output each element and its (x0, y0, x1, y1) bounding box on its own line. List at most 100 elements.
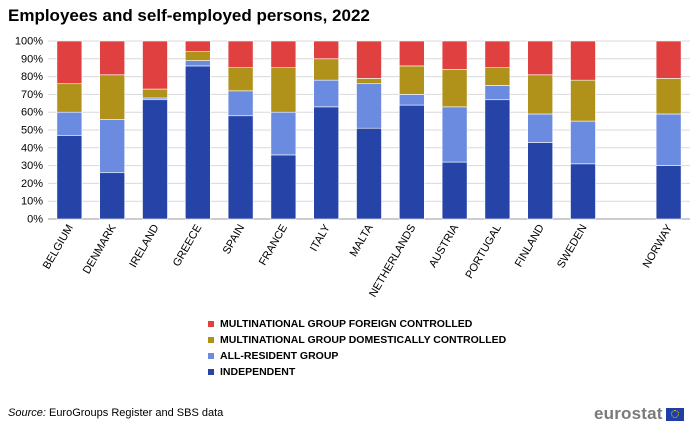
source-text: EuroGroups Register and SBS data (45, 407, 224, 419)
legend-swatch (208, 353, 214, 359)
legend-label: INDEPENDENT (220, 366, 296, 378)
x-tick-label: IRELAND (127, 222, 161, 269)
bar-segment (441, 40, 468, 70)
bar-segment (356, 78, 382, 85)
bar-segment (484, 67, 511, 86)
bar-segment (270, 67, 297, 113)
bar-segment (227, 40, 254, 69)
bar-segment (313, 40, 340, 60)
bar-segment (56, 135, 83, 220)
y-tick-label: 100% (15, 36, 43, 48)
bar-segment (185, 60, 211, 67)
x-axis-ticks: BELGIUM DENMARK IRELAND GREECE SPAIN FRANCE IT… (41, 222, 676, 300)
y-tick-label: 60% (21, 107, 43, 119)
bar-segment (185, 40, 211, 52)
legend-label: MULTINATIONAL GROUP DOMESTICALLY CONTROL… (220, 334, 507, 346)
bar-segment (99, 74, 125, 120)
stacked-bar-chart: 0% 10% 20% 30% 40% 50% 60% 70% 80% 90% 100% BELGIU… (15, 36, 690, 300)
bar-segment (441, 106, 468, 163)
legend-label: ALL-RESIDENT GROUP (220, 350, 339, 362)
bar-segment (227, 115, 254, 220)
x-tick-label: AUSTRIA (427, 222, 462, 270)
bar-segment (441, 161, 468, 220)
bar-segment (185, 51, 211, 61)
y-tick-label: 20% (21, 178, 43, 190)
y-tick-label: 90% (21, 53, 43, 65)
bar-segment (441, 69, 468, 108)
x-tick-label: SPAIN (221, 222, 248, 256)
bar-segment (570, 40, 596, 81)
y-tick-label: 50% (21, 125, 43, 137)
eurostat-logo: eurostat (594, 404, 684, 424)
y-tick-label: 70% (21, 89, 43, 101)
y-tick-label: 0% (27, 214, 43, 226)
source-note: Source: EuroGroups Register and SBS data (8, 407, 223, 419)
bar-segment (142, 99, 168, 220)
bar-segment (527, 113, 554, 143)
bar-segment (356, 83, 382, 129)
eu-flag-icon (665, 407, 684, 421)
bar-segment (398, 94, 425, 106)
bar-segment (56, 83, 83, 113)
bar-segment (570, 79, 596, 122)
legend-swatch (208, 337, 214, 343)
bar-segment (655, 165, 682, 220)
bar-segment (227, 90, 254, 117)
x-tick-label: SWEDEN (555, 222, 590, 270)
logo-text: eurostat (594, 404, 663, 423)
bar-segment (484, 40, 511, 69)
bar-segment (356, 40, 382, 79)
x-tick-label: FINLAND (513, 222, 547, 269)
bar-segment (484, 99, 511, 220)
legend-item: MULTINATIONAL GROUP FOREIGN CONTROLLED (208, 316, 506, 332)
y-tick-label: 30% (21, 160, 43, 172)
y-tick-label: 40% (21, 142, 43, 154)
bars (56, 40, 682, 220)
y-tick-label: 10% (21, 196, 43, 208)
legend: MULTINATIONAL GROUP FOREIGN CONTROLLED MU… (208, 316, 506, 380)
bar-segment (270, 40, 297, 69)
bar-segment (313, 106, 340, 220)
bar-segment (99, 40, 125, 76)
bar-segment (527, 40, 554, 76)
x-tick-label: DENMARK (81, 222, 119, 276)
bar-segment (570, 163, 596, 220)
chart-title: Employees and self-employed persons, 202… (8, 6, 370, 25)
bar-segment (655, 113, 682, 166)
legend-item: MULTINATIONAL GROUP DOMESTICALLY CONTROL… (208, 332, 506, 348)
bar-segment (99, 172, 125, 220)
bar-segment (142, 40, 168, 90)
bar-segment (270, 154, 297, 220)
y-tick-label: 80% (21, 71, 43, 83)
bar-segment (313, 58, 340, 81)
bar-segment (270, 111, 297, 156)
legend-item: INDEPENDENT (208, 364, 506, 380)
bar-segment (527, 74, 554, 115)
x-tick-label: NORWAY (641, 222, 676, 270)
legend-swatch (208, 321, 214, 327)
x-tick-label: PORTUGAL (463, 223, 504, 281)
legend-label: MULTINATIONAL GROUP FOREIGN CONTROLLED (220, 318, 473, 330)
x-tick-label: FRANCE (257, 223, 290, 268)
bar-segment (527, 142, 554, 220)
y-axis-ticks: 0% 10% 20% 30% 40% 50% 60% 70% 80% 90% 100% (15, 36, 43, 226)
bar-segment (56, 40, 83, 85)
bar-segment (398, 65, 425, 95)
bar-segment (655, 78, 682, 115)
bar-segment (655, 40, 682, 79)
x-tick-label: ITALY (308, 222, 333, 254)
bar-segment (398, 104, 425, 220)
bar-segment (142, 88, 168, 99)
bar-segment (484, 85, 511, 101)
bar-segment (398, 40, 425, 67)
bar-segment (570, 120, 596, 165)
source-label: Source: (8, 407, 46, 419)
bar-segment (99, 119, 125, 174)
bar-segment (56, 111, 83, 136)
x-tick-label: GREECE (171, 223, 205, 269)
bar-segment (313, 79, 340, 108)
x-tick-label: BELGIUM (41, 223, 76, 272)
x-tick-label: NETHERLANDS (367, 223, 418, 300)
legend-swatch (208, 369, 214, 375)
bar-segment (185, 65, 211, 220)
